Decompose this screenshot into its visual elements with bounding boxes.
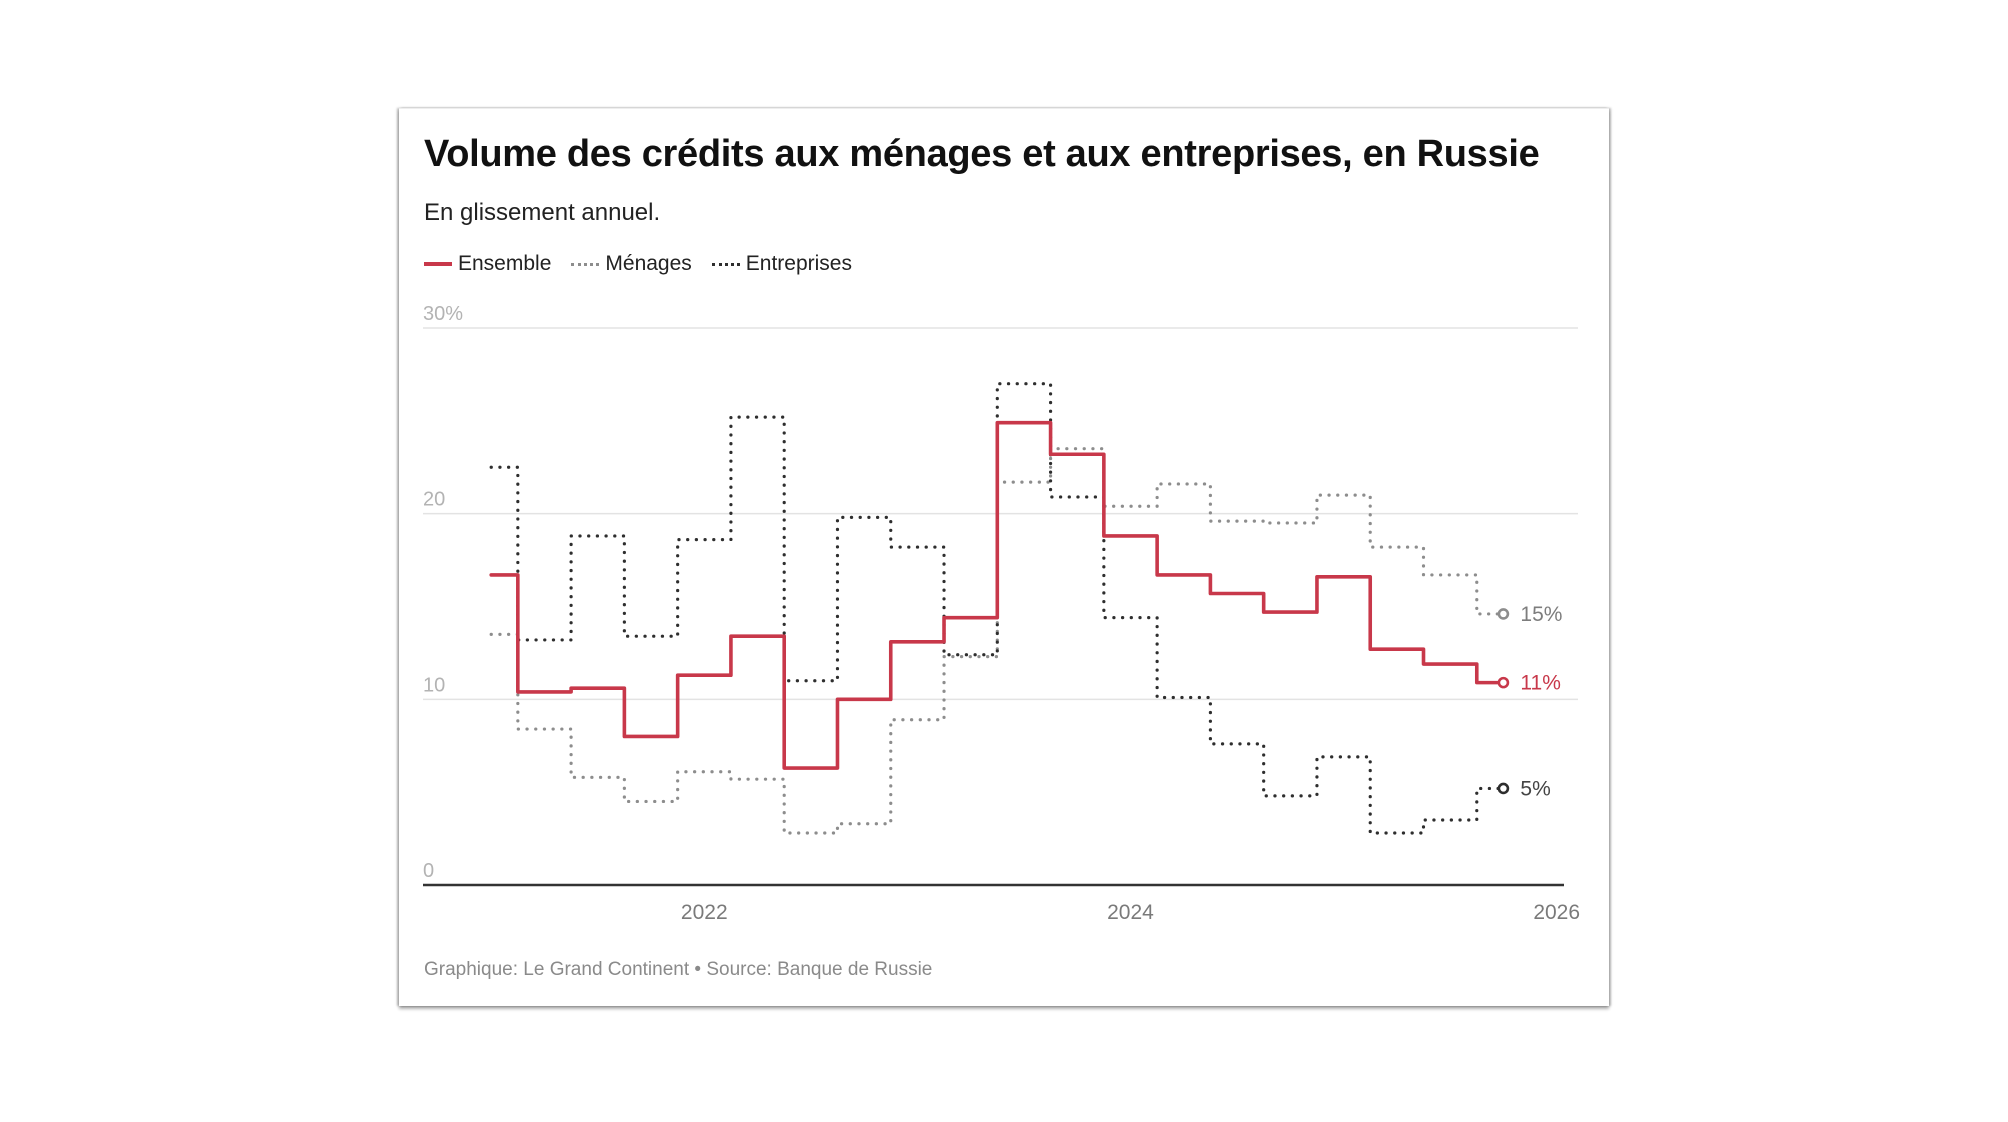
line-chart: 0 10 20 30% 2022 2024 2026 15% 5% 11% xyxy=(423,303,1580,924)
y-tick-label: 30% xyxy=(423,303,463,325)
legend-item-ensemble: Ensemble xyxy=(424,252,551,276)
series-end-marker xyxy=(1497,782,1510,795)
series-end-marker xyxy=(1497,676,1510,689)
series-line-ensemble xyxy=(489,420,1506,770)
series-end-label: 15% xyxy=(1520,603,1562,626)
legend-item-menages: Ménages xyxy=(571,252,692,276)
x-tick-label: 2022 xyxy=(681,901,728,924)
y-tick-label: 10 xyxy=(423,674,445,696)
chart-card: Volume des crédits aux ménages et aux en… xyxy=(399,108,1609,1006)
series-end-label: 5% xyxy=(1520,777,1550,800)
y-tick-label: 0 xyxy=(423,860,434,882)
y-tick-label: 20 xyxy=(423,489,445,511)
legend-item-entreprises: Entreprises xyxy=(711,252,852,276)
grid-lines xyxy=(423,327,1578,887)
x-tick-label: 2026 xyxy=(1533,901,1580,924)
legend-swatch-entreprises xyxy=(711,262,740,266)
chart-subtitle: En glissement annuel. xyxy=(424,199,661,226)
legend-swatch-ensemble xyxy=(424,262,452,266)
legend: Ensemble Ménages Entreprises xyxy=(424,252,852,276)
legend-label-menages: Ménages xyxy=(605,252,692,275)
series-end-labels: 15% 5% 11% xyxy=(1497,603,1562,800)
chart-title: Volume des crédits aux ménages et aux en… xyxy=(424,133,1540,175)
legend-label-entreprises: Entreprises xyxy=(745,252,852,275)
x-tick-label: 2024 xyxy=(1107,901,1154,924)
legend-label-ensemble: Ensemble xyxy=(458,252,552,275)
x-axis-ticks: 2022 2024 2026 xyxy=(681,901,1580,924)
y-axis-ticks: 0 10 20 30% xyxy=(423,303,463,882)
series-end-label: 11% xyxy=(1520,672,1560,695)
chart-footer: Graphique: Le Grand Continent • Source: … xyxy=(424,959,933,980)
legend-swatch-menages xyxy=(571,262,600,266)
series-end-marker xyxy=(1497,608,1510,620)
series-lines xyxy=(489,382,1506,835)
